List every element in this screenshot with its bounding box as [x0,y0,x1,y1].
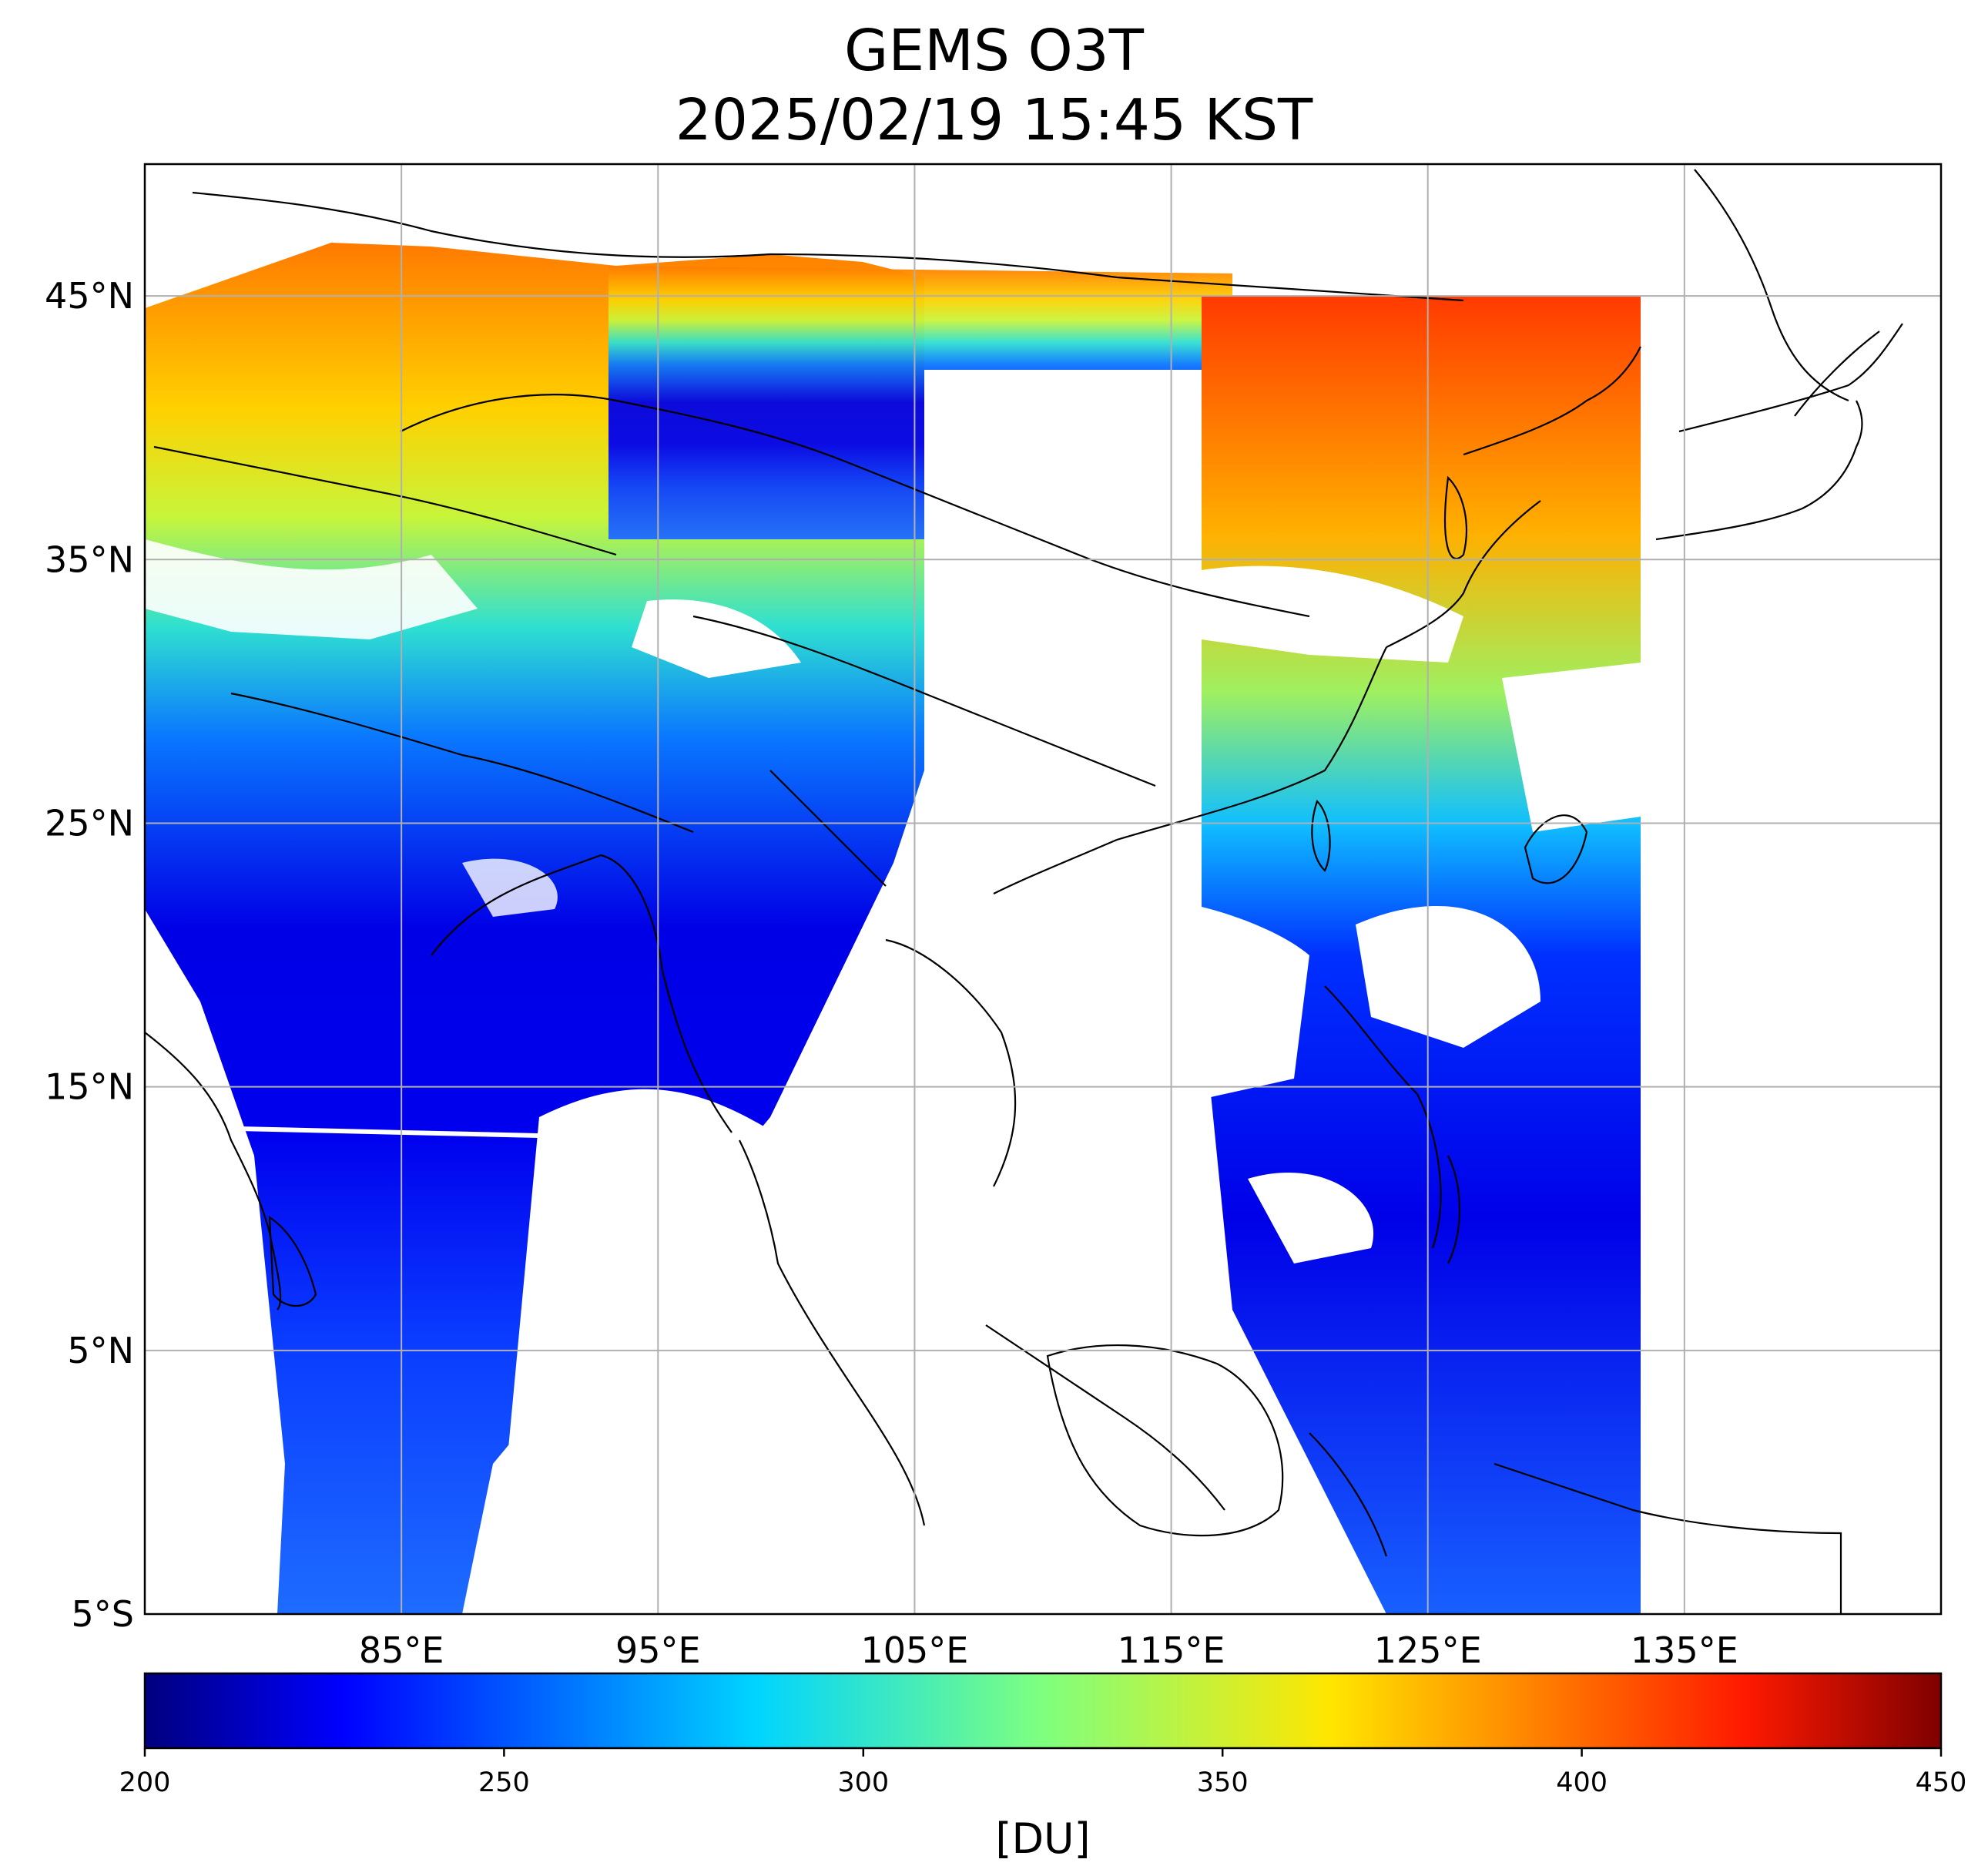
map-frame [143,163,1943,1616]
lat-label: 25°N [45,802,134,844]
lon-label: 95°E [615,1629,701,1671]
colorbar-tick-label: 200 [119,1767,171,1798]
colorbar [143,1672,1943,1750]
longitude-labels: 85°E 95°E 105°E 115°E 125°E 135°E [359,1629,1738,1671]
map-subtitle: 2025/02/19 15:45 KST [675,87,1313,153]
lat-label: 5°N [67,1330,134,1371]
lat-label: 35°N [45,539,134,580]
lon-label: 105°E [860,1629,968,1671]
colorbar-tick-label: 300 [837,1767,889,1798]
colorbar-tick-label: 450 [1916,1767,1967,1798]
lat-label: 45°N [45,275,134,317]
colorbar-tick-label: 400 [1556,1767,1607,1798]
lon-label: 135°E [1631,1629,1738,1671]
colorbar-ticks: 200 250 300 350 400 450 [119,1748,1967,1798]
colorbar-tick-label: 350 [1197,1767,1249,1798]
map-title: GEMS O3T [844,18,1144,84]
lon-label: 125°E [1374,1629,1482,1671]
colorbar-label: [DU] [995,1814,1090,1863]
coastlines [145,169,1903,1614]
lat-label: 15°N [45,1066,134,1108]
ozone-data-layer [145,243,1641,1614]
colorbar-tick-label: 250 [478,1767,530,1798]
lon-label: 115°E [1118,1629,1225,1671]
lon-label: 85°E [359,1629,444,1671]
latitude-labels: 45°N 35°N 25°N 15°N 5°N 5°S [45,275,134,1635]
lat-label: 5°S [72,1593,134,1635]
